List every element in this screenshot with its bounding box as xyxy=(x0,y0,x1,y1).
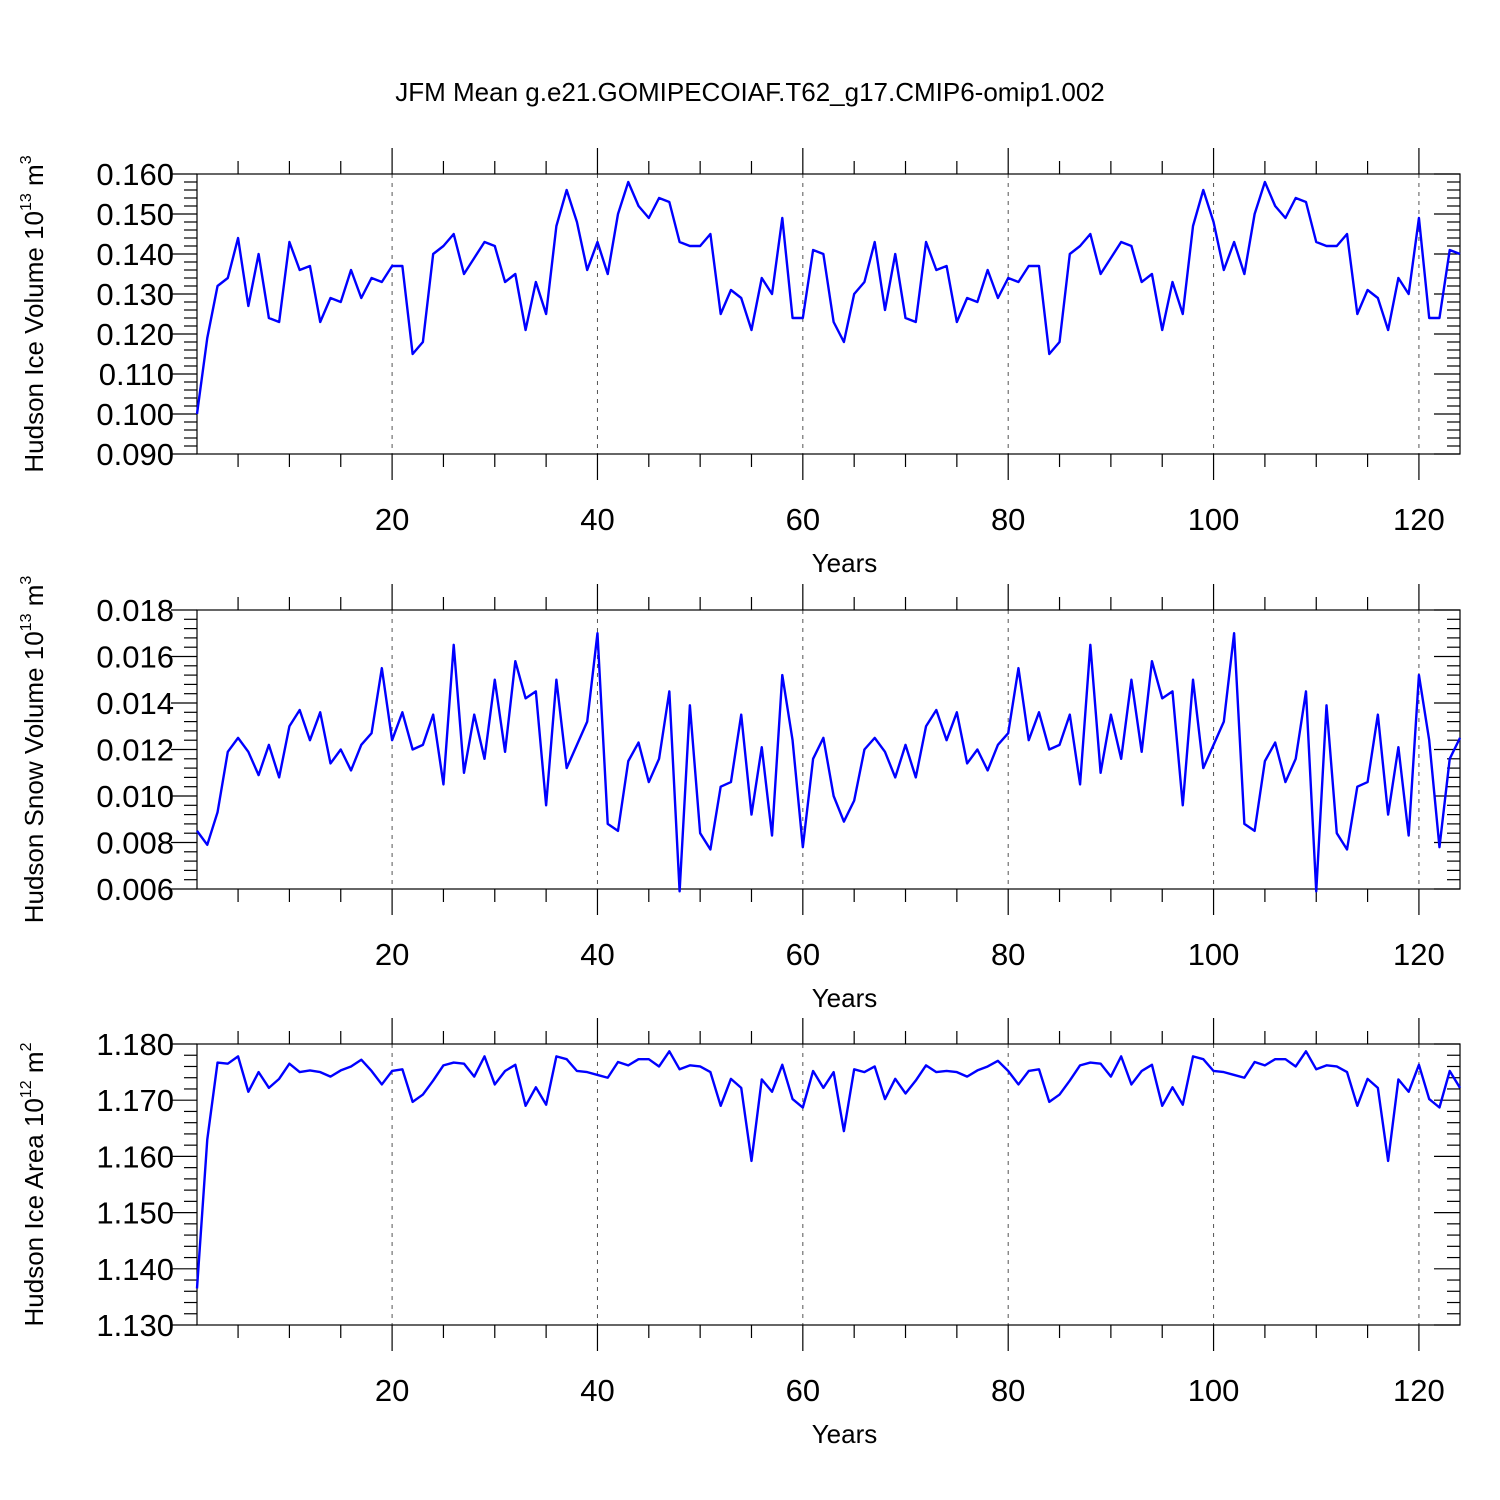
x-tick-label: 120 xyxy=(1393,937,1445,972)
y-tick-label: 0.010 xyxy=(96,779,174,814)
y-axis-label-text: Hudson Ice Area 10 xyxy=(19,1098,49,1326)
y-tick-label: 0.130 xyxy=(96,277,174,312)
y-tick-label: 0.016 xyxy=(96,640,174,675)
y-axis-label-exponent: 12 xyxy=(18,1080,35,1098)
x-tick-label: 80 xyxy=(991,502,1025,537)
y-axis-label-unit-exponent: 2 xyxy=(18,1042,35,1051)
y-axis-label-unit: m xyxy=(19,1051,49,1080)
y-tick-label: 0.120 xyxy=(96,317,174,352)
x-tick-label: 20 xyxy=(375,502,409,537)
x-tick-label: 40 xyxy=(580,502,614,537)
y-tick-label: 0.100 xyxy=(96,397,174,432)
y-axis-label-exponent: 13 xyxy=(18,613,35,631)
y-axis-label: Hudson Ice Volume 1013 m3 xyxy=(18,155,49,472)
y-axis-label: Hudson Ice Area 1012 m2 xyxy=(18,1042,49,1326)
x-tick-label: 20 xyxy=(375,937,409,972)
x-tick-label: 100 xyxy=(1188,502,1240,537)
x-tick-label: 100 xyxy=(1188,1373,1240,1408)
x-tick-label: 80 xyxy=(991,937,1025,972)
x-tick-label: 80 xyxy=(991,1373,1025,1408)
plot-frame xyxy=(196,173,1461,455)
x-tick-label: 40 xyxy=(580,937,614,972)
x-tick-label: 60 xyxy=(786,502,820,537)
y-axis-label-text: Hudson Ice Volume 10 xyxy=(19,211,49,473)
y-tick-label: 1.130 xyxy=(96,1308,174,1343)
x-axis-label: Years xyxy=(812,1419,878,1449)
chart-panel-2: 20 40 60 80 100 120 Years 0.006 0.008 0.010 0.012 0… xyxy=(18,576,1462,1013)
x-tick-label: 60 xyxy=(786,1373,820,1408)
y-tick-label: 0.014 xyxy=(96,686,174,721)
x-tick-label: 40 xyxy=(580,1373,614,1408)
y-axis-label-unit-exponent: 3 xyxy=(18,576,35,585)
y-tick-label: 0.150 xyxy=(96,197,174,232)
series-line-hudson-ice-area xyxy=(195,1050,1462,1289)
y-tick-label: 0.018 xyxy=(96,593,174,628)
x-tick-label: 60 xyxy=(786,937,820,972)
chart-panels: 20 40 60 80 100 120 Years 0.090 0.100 0.110 0.120 0… xyxy=(18,148,1462,1449)
x-axis-label: Years xyxy=(812,983,878,1013)
y-tick-label: 1.140 xyxy=(96,1252,174,1287)
y-tick-label: 0.012 xyxy=(96,733,174,768)
chart-panel-1: 20 40 60 80 100 120 Years 0.090 0.100 0.110 0.120 0… xyxy=(18,148,1461,578)
series-line-hudson-snow-volume xyxy=(196,632,1462,893)
y-tick-label: 0.008 xyxy=(96,826,174,861)
y-tick-label: 1.150 xyxy=(96,1196,174,1231)
y-tick-label: 0.006 xyxy=(96,872,174,907)
x-tick-label: 120 xyxy=(1393,1373,1445,1408)
y-axis-label-unit: m xyxy=(19,585,49,614)
y-tick-label: 0.110 xyxy=(99,357,174,392)
plot-frame xyxy=(196,1043,1461,1326)
x-tick-label: 100 xyxy=(1188,937,1240,972)
x-tick-label: 20 xyxy=(375,1373,409,1408)
x-axis-label: Years xyxy=(812,548,878,578)
series-line-hudson-ice-volume xyxy=(195,180,1461,415)
y-tick-label: 1.170 xyxy=(96,1083,174,1118)
chart-panel-3: 20 40 60 80 100 120 Years 1.130 1.140 1.150 1.160 1… xyxy=(18,1018,1462,1449)
y-axis-label: Hudson Snow Volume 1013 m3 xyxy=(18,576,49,924)
y-axis-label-text: Hudson Snow Volume 10 xyxy=(19,631,49,923)
y-tick-label: 0.160 xyxy=(96,157,174,192)
y-axis-label-unit-exponent: 3 xyxy=(18,155,35,164)
x-tick-label: 120 xyxy=(1393,502,1445,537)
y-axis-label-unit: m xyxy=(19,164,49,193)
chart-title: JFM Mean g.e21.GOMIPECOIAF.T62_g17.CMIP6… xyxy=(395,77,1105,107)
y-tick-label: 0.090 xyxy=(96,437,174,472)
y-tick-label: 1.180 xyxy=(96,1027,174,1062)
y-axis-label-exponent: 13 xyxy=(18,193,35,211)
y-tick-label: 1.160 xyxy=(96,1139,174,1174)
y-tick-label: 0.140 xyxy=(96,237,174,272)
